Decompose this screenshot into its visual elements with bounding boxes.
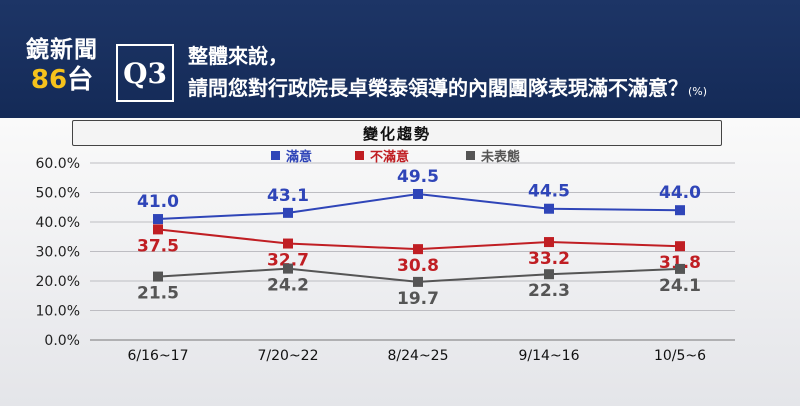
data-label: 43.1	[267, 186, 309, 206]
question-line-1: 整體來說，	[188, 44, 288, 68]
data-point	[283, 238, 293, 249]
brand-logo: 鏡新聞 86台	[14, 36, 110, 96]
brand-channel-number: 86	[30, 65, 68, 95]
data-label: 24.2	[267, 276, 309, 296]
data-point	[413, 276, 423, 287]
data-point	[544, 203, 554, 214]
data-point	[544, 269, 554, 280]
legend-label: 不滿意	[370, 150, 410, 165]
data-label: 21.5	[137, 284, 179, 304]
legend-item: 未表態	[466, 146, 520, 165]
data-label: 44.0	[659, 183, 701, 203]
question-text: 整體來說， 請問您對行政院長卓榮泰領導的內閣團隊表現滿不滿意？(%)	[188, 40, 707, 108]
y-tick-label: 30.0%	[36, 245, 80, 261]
x-tick-label: 6/16~17	[128, 348, 189, 364]
legend-label: 未表態	[481, 150, 521, 165]
y-tick-label: 40.0%	[36, 215, 80, 231]
data-point	[675, 205, 685, 216]
brand-name: 鏡新聞	[26, 37, 98, 63]
data-label: 32.7	[267, 251, 309, 271]
y-tick-label: 60.0%	[36, 156, 80, 172]
data-point	[283, 263, 293, 274]
y-tick-label: 50.0%	[36, 186, 80, 202]
question-unit: (%)	[688, 85, 708, 98]
chart-title: 變化趨勢	[72, 120, 722, 146]
data-point	[283, 207, 293, 218]
data-point	[413, 244, 423, 255]
chart-panel	[0, 118, 800, 406]
data-point	[413, 188, 423, 199]
data-label: 49.5	[397, 167, 439, 187]
data-label: 19.7	[397, 289, 439, 309]
legend-swatch	[466, 151, 475, 160]
x-tick-label: 7/20~22	[258, 348, 319, 364]
legend-swatch	[271, 151, 280, 160]
data-point	[153, 214, 163, 225]
brand-channel-suffix: 台	[67, 65, 94, 95]
x-tick-label: 10/5~6	[654, 348, 706, 364]
question-line-2: 請問您對行政院長卓榮泰領導的內閣團隊表現滿不滿意？(%)	[188, 72, 707, 108]
data-point	[675, 241, 685, 252]
legend-item: 滿意	[271, 146, 312, 165]
data-point	[675, 263, 685, 274]
y-tick-label: 0.0%	[44, 333, 80, 349]
data-point	[153, 224, 163, 235]
data-label: 41.0	[137, 192, 179, 212]
data-label: 22.3	[528, 281, 570, 301]
brand-channel: 86台	[14, 64, 110, 96]
data-point	[153, 271, 163, 282]
legend-item: 不滿意	[355, 146, 409, 165]
question-line-2-text: 請問您對行政院長卓榮泰領導的內閣團隊表現滿不滿意？	[188, 76, 688, 100]
y-tick-label: 20.0%	[36, 274, 80, 290]
x-tick-label: 9/14~16	[519, 348, 580, 364]
data-label: 37.5	[137, 236, 179, 256]
x-tick-label: 8/24~25	[388, 348, 449, 364]
data-label: 30.8	[397, 256, 439, 276]
data-label: 44.5	[528, 182, 570, 202]
y-tick-label: 10.0%	[36, 304, 80, 320]
question-number-badge: Q3	[116, 44, 174, 102]
legend-label: 滿意	[286, 150, 313, 165]
legend-swatch	[355, 151, 364, 160]
data-label: 31.8	[659, 253, 701, 273]
header-banner: 鏡新聞 86台 Q3 整體來說， 請問您對行政院長卓榮泰領導的內閣團隊表現滿不滿…	[0, 0, 800, 118]
data-point	[544, 237, 554, 248]
data-label: 33.2	[528, 249, 570, 269]
data-label: 24.1	[659, 276, 701, 296]
